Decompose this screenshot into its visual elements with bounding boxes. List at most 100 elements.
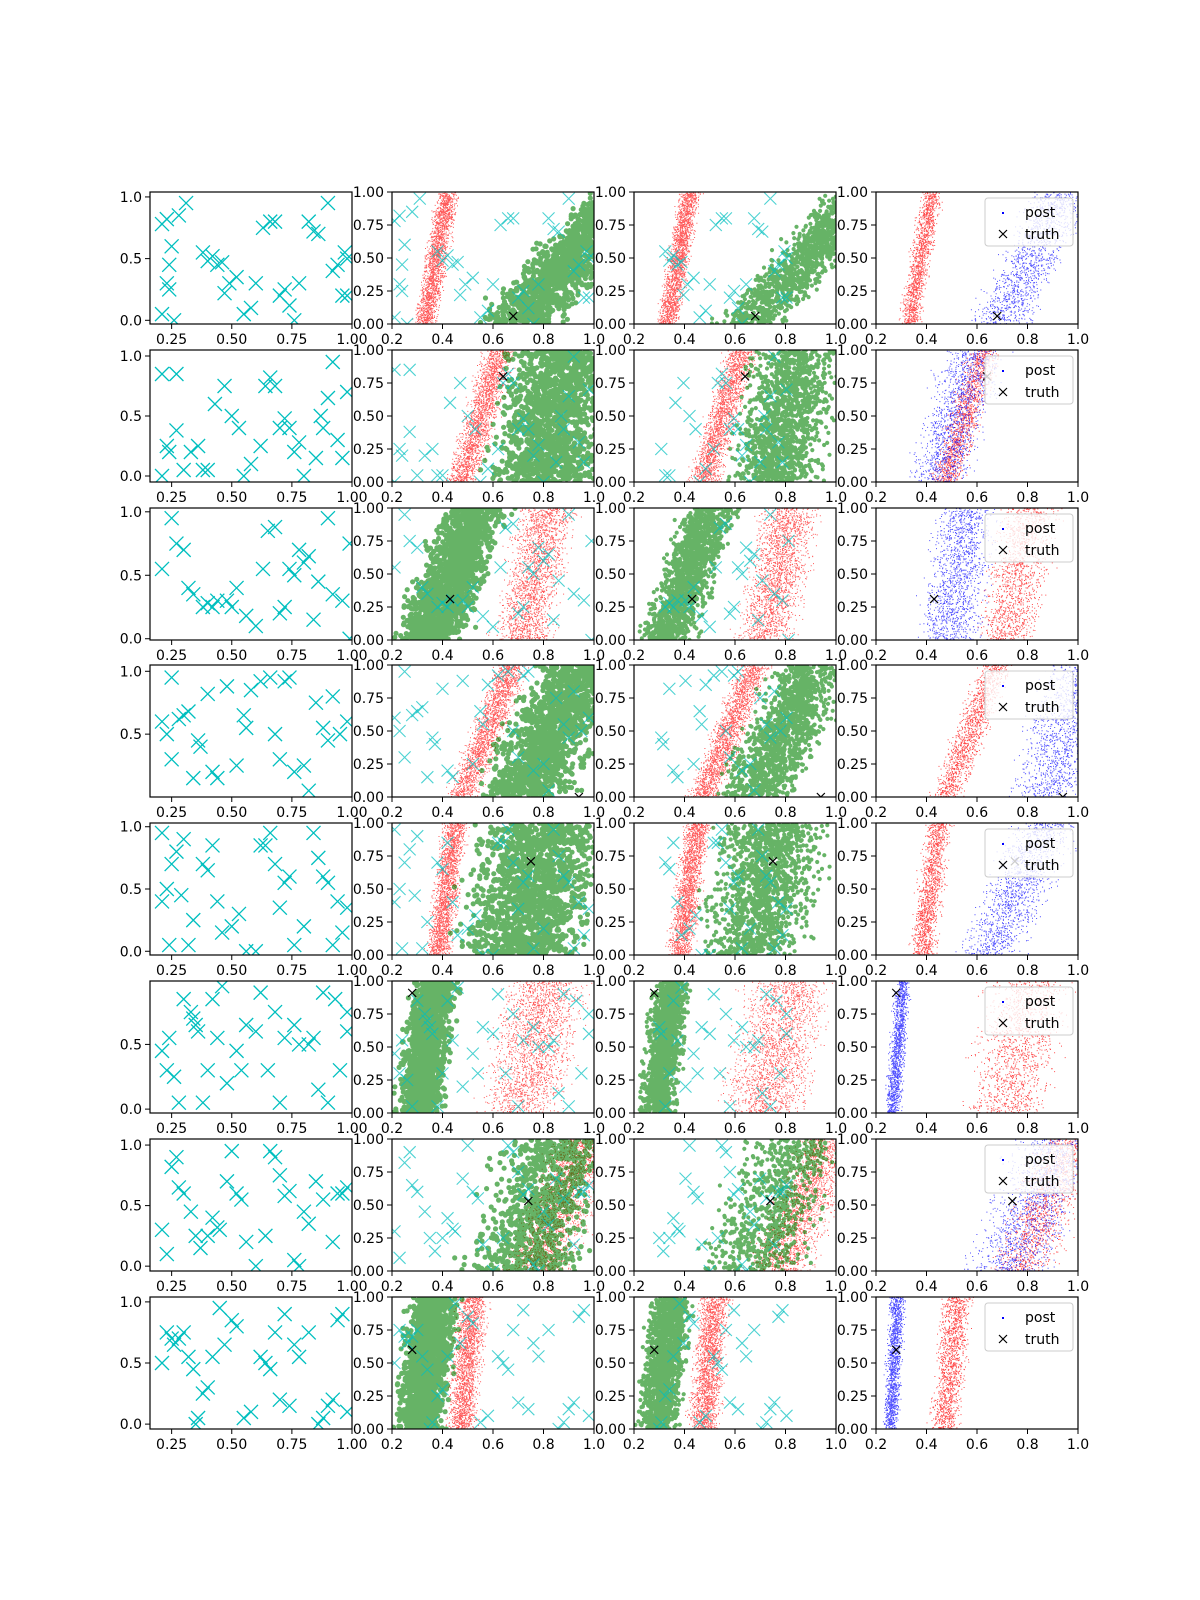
obs-marker	[167, 1070, 181, 1084]
post-dots-red	[718, 981, 833, 1114]
obs-marker	[230, 1044, 244, 1058]
plot-area	[155, 826, 354, 958]
obs-marker	[688, 272, 700, 284]
obs-marker	[568, 1397, 580, 1409]
x-tick-label: 0.4	[431, 963, 453, 979]
x-tick-label: 0.75	[276, 490, 307, 506]
x-tick-label: 0.6	[482, 1279, 504, 1295]
x-tick-label: 0.2	[623, 490, 645, 506]
obs-marker	[680, 675, 692, 687]
obs-marker	[404, 364, 416, 376]
plot-area	[638, 979, 833, 1115]
post-dots-green	[638, 506, 742, 642]
y-tick-label: 0.00	[595, 790, 626, 806]
x-tick-label: 0.6	[966, 332, 988, 348]
x-tick-label: 0.8	[774, 1279, 796, 1295]
y-tick-label: 0.0	[120, 1102, 142, 1118]
y-tick-label: 0.25	[595, 442, 626, 458]
post-dots-green	[392, 505, 517, 642]
obs-marker	[394, 725, 406, 737]
x-tick-label: 0.75	[276, 1121, 307, 1137]
obs-marker	[578, 1304, 590, 1316]
obs-marker	[196, 1387, 210, 1401]
obs-marker	[563, 193, 575, 205]
obs-marker	[206, 249, 220, 263]
y-tick-label: 0.75	[353, 691, 384, 707]
obs-marker	[155, 307, 169, 321]
x-tick-label: 0.4	[431, 1279, 453, 1295]
obs-marker	[512, 608, 524, 620]
y-tick-label: 1.00	[595, 1132, 626, 1148]
obs-marker	[389, 712, 401, 724]
y-tick-label: 0.25	[837, 757, 868, 773]
obs-marker	[177, 543, 191, 557]
obs-marker	[177, 1186, 191, 1200]
plot-area	[655, 348, 844, 488]
obs-marker	[482, 679, 494, 691]
legend-truth-label: truth	[1025, 700, 1059, 716]
legend-truth-label: truth	[1025, 1174, 1059, 1190]
obs-marker	[155, 1223, 169, 1237]
y-tick-label: 1.00	[353, 1290, 384, 1306]
y-tick-label: 0.00	[595, 1422, 626, 1438]
obs-marker	[196, 245, 210, 259]
y-tick-label: 0.25	[837, 284, 868, 300]
obs-marker	[287, 765, 301, 779]
obs-marker	[162, 1031, 176, 1045]
obs-marker	[186, 587, 200, 601]
obs-marker	[477, 1021, 489, 1033]
obs-marker	[302, 784, 316, 798]
plot-area	[659, 821, 831, 961]
obs-marker	[316, 1193, 330, 1207]
obs-marker	[191, 1411, 205, 1425]
obs-marker	[748, 548, 760, 560]
obs-marker	[282, 562, 296, 576]
x-tick-label: 0.50	[216, 805, 247, 821]
y-tick-label: 0.5	[120, 409, 142, 425]
obs-marker	[316, 721, 330, 735]
obs-marker	[155, 1044, 169, 1058]
x-tick-label: 0.6	[724, 1121, 746, 1137]
obs-marker	[563, 509, 575, 521]
y-tick-label: 0.00	[837, 1422, 868, 1438]
obs-marker	[548, 1034, 560, 1046]
obs-marker	[783, 535, 795, 547]
y-tick-label: 0.5	[120, 1199, 142, 1215]
legend-post-label: post	[1025, 205, 1056, 221]
obs-marker	[457, 675, 469, 687]
x-tick-label: 0.8	[1016, 963, 1038, 979]
x-tick-label: 0.75	[276, 1279, 307, 1295]
x-tick-label: 0.4	[673, 332, 695, 348]
y-tick-label: 0.25	[353, 284, 384, 300]
y-tick-label: 0.00	[353, 1264, 384, 1280]
obs-marker	[335, 926, 349, 940]
x-tick-label: 0.8	[532, 1437, 554, 1453]
obs-marker	[700, 679, 712, 691]
obs-marker	[736, 1337, 748, 1349]
x-tick-label: 0.50	[216, 648, 247, 664]
y-tick-label: 0.25	[353, 757, 384, 773]
x-tick-label: 0.6	[482, 963, 504, 979]
y-tick-label: 0.50	[353, 1356, 384, 1372]
x-tick-label: 0.8	[774, 332, 796, 348]
y-tick-label: 0.00	[837, 317, 868, 333]
obs-marker	[208, 397, 222, 411]
legend-post-label: post	[1025, 994, 1056, 1010]
obs-marker	[663, 683, 675, 695]
y-tick-label: 0.00	[353, 475, 384, 491]
obs-marker	[282, 870, 296, 884]
obs-marker	[404, 426, 416, 438]
y-tick-label: 0.25	[353, 915, 384, 931]
obs-marker	[213, 1301, 227, 1315]
y-tick-label: 1.00	[353, 816, 384, 832]
x-tick-label: 0.25	[156, 332, 187, 348]
obs-marker	[258, 1229, 272, 1243]
y-tick-label: 0.00	[595, 1264, 626, 1280]
obs-marker	[160, 727, 174, 741]
obs-marker	[684, 1140, 696, 1152]
y-tick-label: 0.25	[353, 442, 384, 458]
x-tick-label: 0.8	[1016, 1437, 1038, 1453]
obs-marker	[752, 223, 764, 235]
